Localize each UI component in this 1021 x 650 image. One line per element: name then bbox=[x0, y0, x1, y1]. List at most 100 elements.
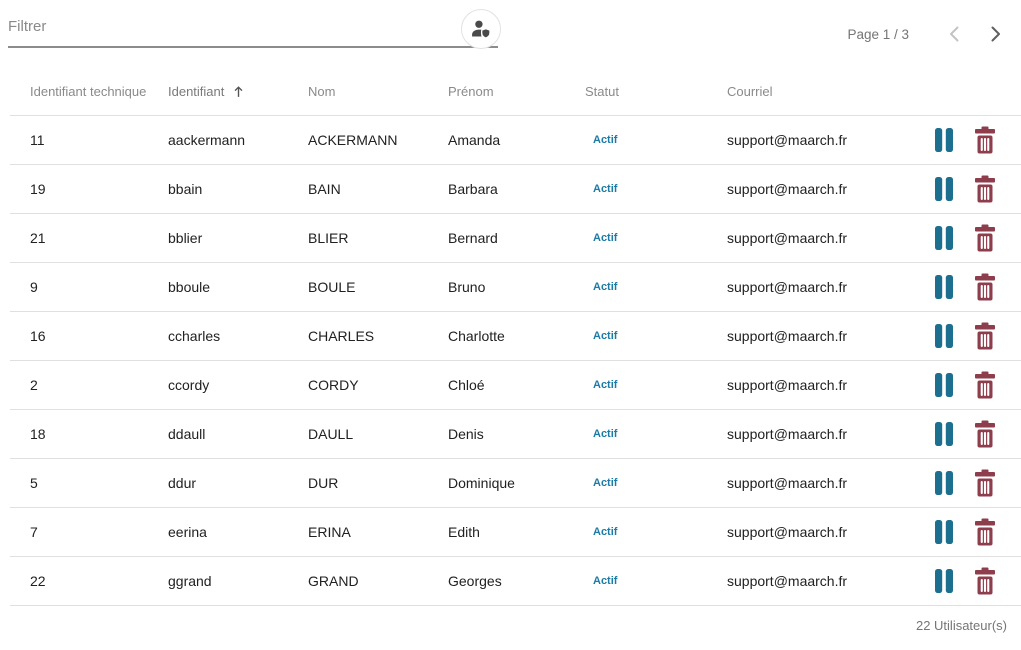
trash-icon bbox=[973, 371, 997, 399]
pause-icon bbox=[933, 274, 955, 300]
cell-prenom: Amanda bbox=[448, 132, 501, 148]
status-badge: Actif bbox=[593, 526, 618, 538]
cell-prenom: Bernard bbox=[448, 230, 498, 246]
chevron-right-icon bbox=[983, 22, 1007, 46]
status-badge: Actif bbox=[593, 477, 618, 489]
suspend-user-button[interactable] bbox=[933, 568, 955, 594]
add-user-button[interactable] bbox=[461, 9, 501, 49]
cell-courriel: support@maarch.fr bbox=[727, 426, 848, 442]
pause-icon bbox=[933, 225, 955, 251]
pause-icon bbox=[933, 176, 955, 202]
cell-identifiant: aackermann bbox=[168, 132, 246, 148]
cell-courriel: support@maarch.fr bbox=[727, 377, 848, 393]
cell-courriel: support@maarch.fr bbox=[727, 181, 848, 197]
paginator: Page 1 / 3 bbox=[847, 14, 1015, 54]
trash-icon bbox=[973, 322, 997, 350]
pause-icon bbox=[933, 568, 955, 594]
table-row[interactable]: 2 ccordy CORDY Chloé Actif support@maarc… bbox=[10, 361, 1021, 410]
column-header-identifiant[interactable]: Identifiant bbox=[168, 84, 308, 99]
column-header-statut[interactable]: Statut bbox=[585, 84, 619, 99]
cell-courriel: support@maarch.fr bbox=[727, 524, 848, 540]
delete-user-button[interactable] bbox=[973, 273, 997, 301]
suspend-user-button[interactable] bbox=[933, 421, 955, 447]
previous-page-button[interactable] bbox=[935, 14, 975, 54]
trash-icon bbox=[973, 420, 997, 448]
column-header-nom[interactable]: Nom bbox=[308, 84, 336, 99]
suspend-user-button[interactable] bbox=[933, 470, 955, 496]
suspend-user-button[interactable] bbox=[933, 127, 955, 153]
next-page-button[interactable] bbox=[975, 14, 1015, 54]
pause-icon bbox=[933, 421, 955, 447]
cell-courriel: support@maarch.fr bbox=[727, 475, 848, 491]
chevron-left-icon bbox=[943, 22, 967, 46]
delete-user-button[interactable] bbox=[973, 175, 997, 203]
cell-identifiant-technique: 11 bbox=[30, 132, 45, 148]
suspend-user-button[interactable] bbox=[933, 372, 955, 398]
pause-icon bbox=[933, 323, 955, 349]
table-row[interactable]: 16 ccharles CHARLES Charlotte Actif supp… bbox=[10, 312, 1021, 361]
cell-nom: ACKERMANN bbox=[308, 132, 398, 148]
delete-user-button[interactable] bbox=[973, 420, 997, 448]
table-row[interactable]: 11 aackermann ACKERMANN Amanda Actif sup… bbox=[10, 116, 1021, 165]
row-actions bbox=[911, 175, 1021, 203]
cell-nom: CORDY bbox=[308, 377, 359, 393]
column-header-courriel[interactable]: Courriel bbox=[727, 84, 773, 99]
status-badge: Actif bbox=[593, 183, 618, 195]
cell-identifiant: bblier bbox=[168, 230, 203, 246]
cell-prenom: Denis bbox=[448, 426, 484, 442]
delete-user-button[interactable] bbox=[973, 126, 997, 154]
table-row[interactable]: 19 bbain BAIN Barbara Actif support@maar… bbox=[10, 165, 1021, 214]
cell-identifiant: bbain bbox=[168, 181, 203, 197]
cell-prenom: Charlotte bbox=[448, 328, 505, 344]
filter-field-wrap bbox=[8, 8, 501, 50]
page-indicator: Page 1 / 3 bbox=[847, 26, 909, 42]
delete-user-button[interactable] bbox=[973, 469, 997, 497]
cell-prenom: Chloé bbox=[448, 377, 485, 393]
status-badge: Actif bbox=[593, 330, 618, 342]
delete-user-button[interactable] bbox=[973, 322, 997, 350]
column-header-prenom[interactable]: Prénom bbox=[448, 84, 494, 99]
cell-identifiant-technique: 9 bbox=[30, 279, 38, 295]
pause-icon bbox=[933, 470, 955, 496]
trash-icon bbox=[973, 567, 997, 595]
pause-icon bbox=[933, 372, 955, 398]
row-actions bbox=[911, 420, 1021, 448]
delete-user-button[interactable] bbox=[973, 224, 997, 252]
cell-identifiant: ccordy bbox=[168, 377, 210, 393]
pause-icon bbox=[933, 127, 955, 153]
table-row[interactable]: 7 eerina ERINA Edith Actif support@maarc… bbox=[10, 508, 1021, 557]
cell-nom: DAULL bbox=[308, 426, 354, 442]
toolbar: Page 1 / 3 bbox=[0, 0, 1021, 62]
cell-identifiant-technique: 5 bbox=[30, 475, 38, 491]
table-row[interactable]: 18 ddaull DAULL Denis Actif support@maar… bbox=[10, 410, 1021, 459]
filter-input[interactable] bbox=[8, 8, 498, 48]
status-badge: Actif bbox=[593, 134, 618, 146]
table-row[interactable]: 22 ggrand GRAND Georges Actif support@ma… bbox=[10, 557, 1021, 606]
cell-nom: BOULE bbox=[308, 279, 356, 295]
table-row[interactable]: 9 bboule BOULE Bruno Actif support@maarc… bbox=[10, 263, 1021, 312]
suspend-user-button[interactable] bbox=[933, 225, 955, 251]
cell-nom: ERINA bbox=[308, 524, 351, 540]
delete-user-button[interactable] bbox=[973, 371, 997, 399]
cell-identifiant-technique: 2 bbox=[30, 377, 38, 393]
row-actions bbox=[911, 371, 1021, 399]
trash-icon bbox=[973, 273, 997, 301]
table-row[interactable]: 21 bblier BLIER Bernard Actif support@ma… bbox=[10, 214, 1021, 263]
cell-identifiant: ddaull bbox=[168, 426, 206, 442]
suspend-user-button[interactable] bbox=[933, 274, 955, 300]
row-actions bbox=[911, 224, 1021, 252]
delete-user-button[interactable] bbox=[973, 567, 997, 595]
cell-nom: BLIER bbox=[308, 230, 349, 246]
suspend-user-button[interactable] bbox=[933, 176, 955, 202]
user-shield-icon bbox=[470, 19, 492, 39]
status-badge: Actif bbox=[593, 281, 618, 293]
row-actions bbox=[911, 567, 1021, 595]
delete-user-button[interactable] bbox=[973, 518, 997, 546]
table-row[interactable]: 5 ddur DUR Dominique Actif support@maarc… bbox=[10, 459, 1021, 508]
cell-identifiant-technique: 18 bbox=[30, 426, 46, 442]
suspend-user-button[interactable] bbox=[933, 519, 955, 545]
suspend-user-button[interactable] bbox=[933, 323, 955, 349]
column-header-identifiant-technique[interactable]: Identifiant technique bbox=[30, 84, 147, 99]
cell-nom: CHARLES bbox=[308, 328, 375, 344]
cell-identifiant-technique: 16 bbox=[30, 328, 46, 344]
